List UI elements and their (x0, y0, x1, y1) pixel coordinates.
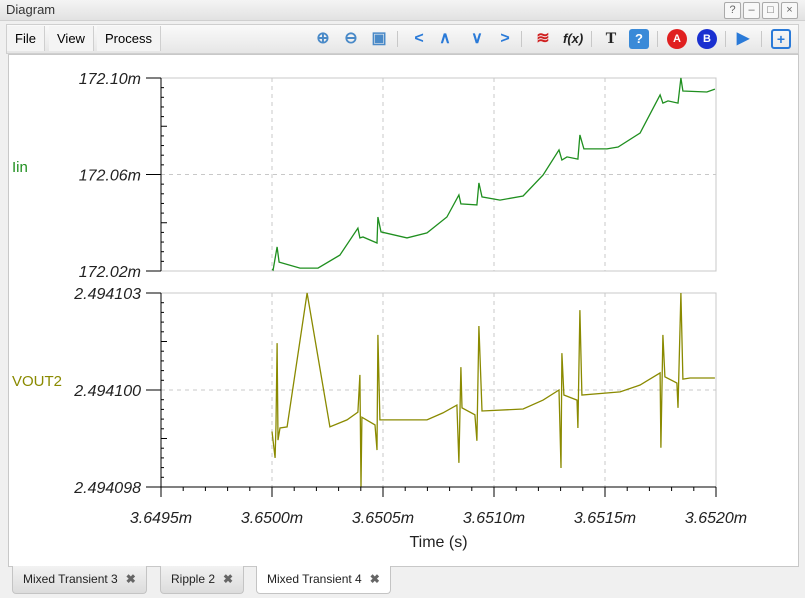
arrow-right-icon[interactable]: > (500, 30, 510, 47)
toolbar: File View Process ⊕ ⊖ ▣ < ∧ ∨ > ≋ f(x) T… (6, 24, 799, 54)
x-tick-label: 3.6515m (574, 510, 636, 527)
tab-mixed-transient-4[interactable]: Mixed Transient 4 ✖ (256, 566, 391, 594)
x-axis-label: Time (s) (409, 534, 467, 551)
window-title: Diagram (6, 2, 56, 17)
zoom-in-icon[interactable]: ⊕ (316, 30, 330, 47)
x-tick-label: 3.6500m (241, 510, 303, 527)
help-icon[interactable]: ? (629, 29, 649, 49)
play-icon[interactable]: ▶ (736, 30, 750, 47)
help-button[interactable]: ? (724, 2, 741, 19)
diagram-panel (8, 54, 799, 567)
close-icon[interactable]: ✖ (369, 572, 380, 586)
series-label: VOUT2 (12, 373, 62, 390)
tab-label: Ripple 2 (171, 572, 216, 586)
separator (591, 31, 592, 47)
series-label: Iin (12, 159, 28, 176)
new-diagram-icon[interactable]: + (771, 29, 791, 49)
minimize-button[interactable]: – (743, 2, 760, 19)
signal-icon[interactable]: ≋ (536, 30, 550, 47)
y-tick-label: 2.494103 (73, 286, 141, 303)
x-tick-label: 3.6495m (130, 510, 192, 527)
arrow-down-icon[interactable]: ∨ (471, 30, 483, 47)
separator (725, 31, 726, 47)
series-line-iin (271, 77, 716, 272)
menu-view[interactable]: View (49, 26, 94, 51)
tab-label: Mixed Transient 4 (267, 572, 362, 586)
y-tick-label: 172.06m (79, 168, 141, 185)
zoom-out-icon[interactable]: ⊖ (344, 30, 358, 47)
y-tick-label: 172.02m (79, 264, 141, 281)
separator (397, 31, 398, 47)
y-tick-label: 2.494100 (73, 383, 141, 400)
title-bar: Diagram ? – □ × (0, 0, 805, 21)
x-tick-label: 3.6510m (463, 510, 525, 527)
tab-label: Mixed Transient 3 (23, 572, 118, 586)
maximize-button[interactable]: □ (762, 2, 779, 19)
text-icon[interactable]: T (605, 30, 617, 47)
close-icon[interactable]: ✖ (125, 572, 136, 586)
menu-file[interactable]: File (7, 26, 45, 51)
arrow-left-icon[interactable]: < (414, 30, 424, 47)
function-icon[interactable]: f(x) (563, 31, 584, 46)
y-tick-label: 172.10m (79, 71, 141, 88)
close-icon[interactable]: ✖ (223, 572, 234, 586)
separator (657, 31, 658, 47)
tab-mixed-transient-3[interactable]: Mixed Transient 3 ✖ (12, 566, 147, 594)
fit-icon[interactable]: ▣ (371, 30, 387, 47)
cursor-b-icon[interactable]: B (697, 29, 717, 49)
cursor-a-icon[interactable]: A (667, 29, 687, 49)
separator (521, 31, 522, 47)
arrow-up-icon[interactable]: ∧ (439, 30, 451, 47)
x-tick-label: 3.6520m (685, 510, 747, 527)
series-line-vout2 (271, 292, 715, 488)
tab-bar: Mixed Transient 3 ✖ Ripple 2 ✖ Mixed Trans… (8, 566, 797, 596)
y-tick-label: 2.494098 (73, 480, 141, 497)
x-tick-label: 3.6505m (352, 510, 414, 527)
menu-process[interactable]: Process (97, 26, 161, 51)
tab-ripple-2[interactable]: Ripple 2 ✖ (160, 566, 245, 594)
close-button[interactable]: × (781, 2, 798, 19)
separator (761, 31, 762, 47)
